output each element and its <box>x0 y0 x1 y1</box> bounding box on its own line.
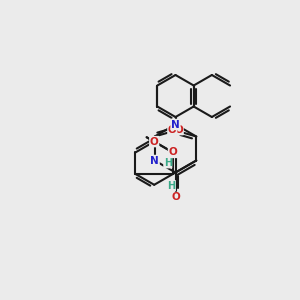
Text: H: H <box>167 181 175 190</box>
Text: O: O <box>171 192 180 203</box>
Text: O: O <box>168 124 177 135</box>
Text: O: O <box>174 124 183 135</box>
Text: H: H <box>164 158 172 168</box>
Text: N: N <box>150 155 159 166</box>
Text: O: O <box>150 136 159 147</box>
Text: O: O <box>169 147 177 158</box>
Text: N: N <box>171 119 180 130</box>
